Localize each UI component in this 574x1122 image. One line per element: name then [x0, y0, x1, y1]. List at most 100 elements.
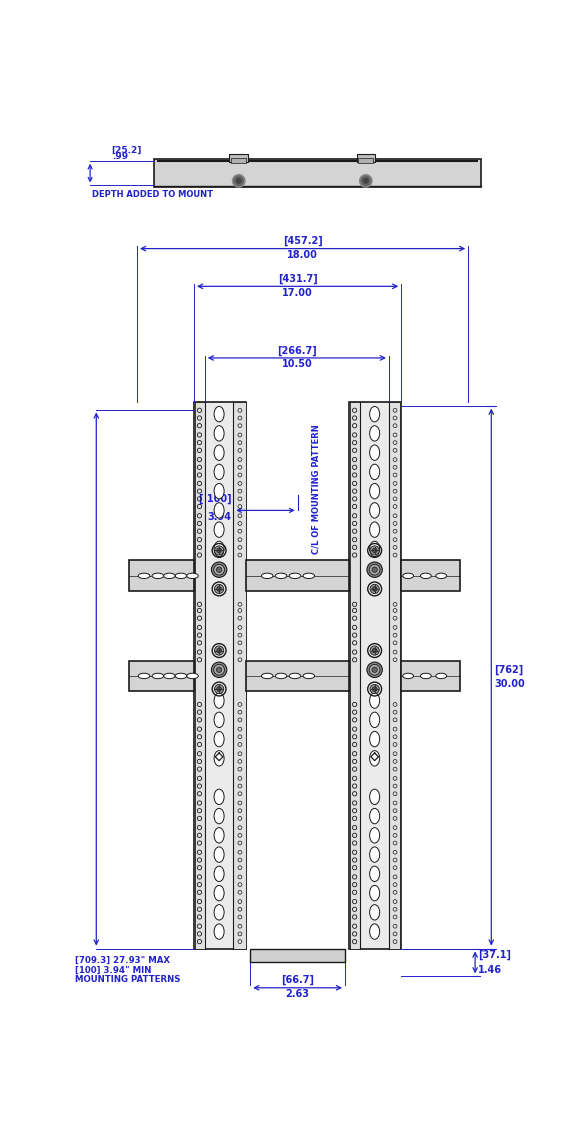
Ellipse shape — [370, 712, 379, 727]
Circle shape — [372, 668, 377, 672]
Circle shape — [363, 177, 369, 184]
Ellipse shape — [370, 847, 379, 863]
Text: 3.94: 3.94 — [208, 512, 232, 522]
Ellipse shape — [164, 673, 175, 679]
Ellipse shape — [261, 573, 273, 579]
Bar — [129, 661, 194, 691]
Ellipse shape — [370, 808, 379, 824]
Circle shape — [215, 684, 224, 693]
Ellipse shape — [370, 789, 379, 804]
Circle shape — [359, 174, 373, 187]
Text: [266.7]: [266.7] — [277, 346, 317, 356]
Text: [762]: [762] — [494, 664, 523, 674]
Ellipse shape — [214, 425, 224, 441]
Circle shape — [367, 662, 382, 678]
Ellipse shape — [164, 573, 175, 579]
Bar — [231, 158, 246, 163]
Circle shape — [373, 549, 377, 553]
Ellipse shape — [403, 573, 413, 579]
Circle shape — [216, 567, 222, 572]
Ellipse shape — [214, 541, 224, 557]
Text: [25.2]: [25.2] — [112, 146, 142, 155]
Text: MOUNTING PATTERNS: MOUNTING PATTERNS — [76, 975, 181, 984]
Ellipse shape — [420, 573, 431, 579]
Ellipse shape — [214, 693, 224, 708]
Ellipse shape — [214, 406, 224, 422]
Bar — [195, 402, 205, 948]
Circle shape — [369, 664, 380, 675]
Ellipse shape — [436, 673, 447, 679]
Ellipse shape — [370, 828, 379, 843]
Ellipse shape — [175, 573, 187, 579]
Ellipse shape — [214, 828, 224, 843]
Ellipse shape — [152, 673, 164, 679]
Bar — [234, 402, 246, 948]
Circle shape — [370, 585, 379, 594]
Bar — [129, 561, 194, 591]
Ellipse shape — [303, 673, 315, 679]
Bar — [358, 158, 374, 163]
Bar — [154, 159, 481, 187]
Circle shape — [369, 564, 380, 576]
Ellipse shape — [370, 465, 379, 479]
Ellipse shape — [214, 445, 224, 460]
Circle shape — [215, 646, 224, 655]
Ellipse shape — [303, 573, 315, 579]
Text: [709.3] 27.93" MAX: [709.3] 27.93" MAX — [76, 956, 170, 965]
Ellipse shape — [214, 732, 224, 747]
Text: 10.50: 10.50 — [281, 359, 312, 369]
Circle shape — [217, 687, 222, 691]
Ellipse shape — [214, 789, 224, 804]
Ellipse shape — [214, 503, 224, 518]
Circle shape — [367, 562, 382, 578]
Ellipse shape — [420, 673, 431, 679]
Ellipse shape — [214, 866, 224, 882]
Circle shape — [215, 585, 224, 594]
Bar — [356, 154, 375, 162]
Ellipse shape — [138, 573, 150, 579]
Circle shape — [214, 564, 224, 576]
Ellipse shape — [403, 673, 413, 679]
Text: [ 100]: [ 100] — [199, 494, 232, 504]
Ellipse shape — [214, 712, 224, 727]
Ellipse shape — [214, 751, 224, 766]
Circle shape — [234, 175, 244, 186]
Bar — [194, 402, 246, 948]
Ellipse shape — [289, 673, 301, 679]
Text: 2.63: 2.63 — [286, 990, 309, 1000]
Bar — [246, 661, 349, 691]
Circle shape — [217, 549, 222, 553]
Text: 18.00: 18.00 — [287, 250, 318, 260]
Bar — [401, 561, 460, 591]
Circle shape — [370, 545, 379, 555]
Ellipse shape — [370, 751, 379, 766]
Ellipse shape — [214, 808, 224, 824]
Text: .99: .99 — [112, 153, 128, 162]
Ellipse shape — [370, 522, 379, 537]
Circle shape — [370, 684, 379, 693]
Circle shape — [217, 587, 222, 591]
Ellipse shape — [214, 522, 224, 537]
Ellipse shape — [276, 573, 287, 579]
Circle shape — [216, 668, 222, 672]
Ellipse shape — [436, 573, 447, 579]
Ellipse shape — [214, 885, 224, 901]
Ellipse shape — [214, 847, 224, 863]
Circle shape — [211, 662, 227, 678]
Text: C/L OF MOUNTING PATTERN: C/L OF MOUNTING PATTERN — [312, 424, 320, 554]
Circle shape — [215, 545, 224, 555]
Ellipse shape — [370, 425, 379, 441]
Circle shape — [373, 587, 377, 591]
Ellipse shape — [370, 406, 379, 422]
Ellipse shape — [370, 923, 379, 939]
Circle shape — [373, 687, 377, 691]
Bar — [349, 402, 401, 948]
Text: [66.7]: [66.7] — [281, 975, 314, 985]
Ellipse shape — [187, 673, 198, 679]
Circle shape — [211, 562, 227, 578]
Text: [431.7]: [431.7] — [278, 274, 317, 284]
Ellipse shape — [138, 673, 150, 679]
Ellipse shape — [214, 484, 224, 499]
Circle shape — [217, 649, 222, 653]
Ellipse shape — [276, 673, 287, 679]
